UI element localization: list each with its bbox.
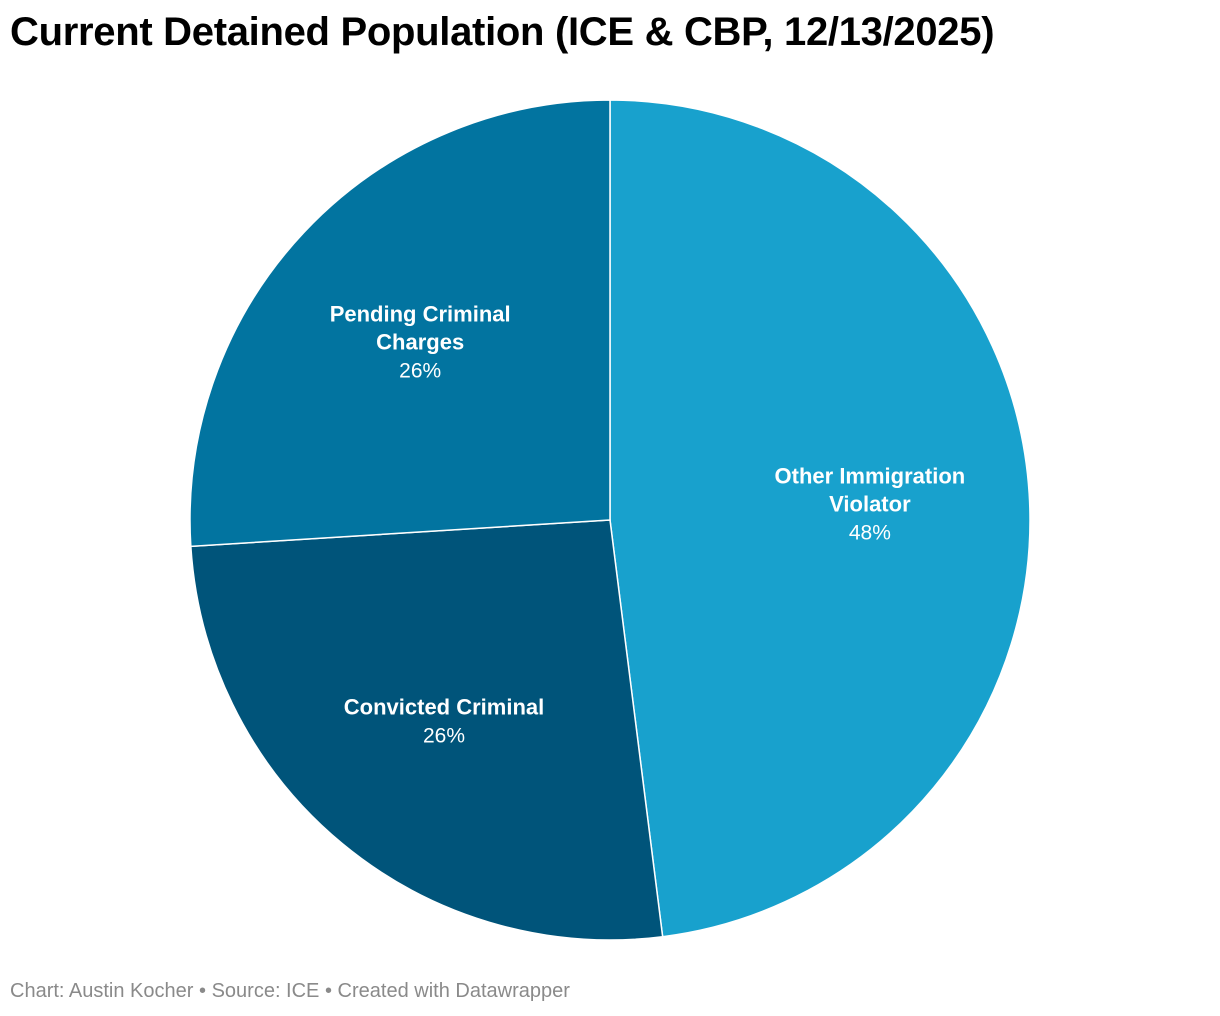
footer-source: Source: ICE: [211, 980, 320, 1002]
chart-footer: Chart: Austin Kocher • Source: ICE • Cre…: [10, 980, 570, 1003]
pie-slice-pending-criminal-charges: [189, 99, 611, 548]
chart-title: Current Detained Population (ICE & CBP, …: [10, 10, 995, 54]
slice-label-other-immigration-violator: Other Immigration Violator 48%: [775, 464, 966, 545]
footer-author: Chart: Austin Kocher: [10, 980, 194, 1002]
pie-labels: Other Immigration Violator 48% Convicted Cr…: [330, 302, 966, 748]
slice-label-value: 26%: [399, 360, 441, 383]
slice-label-name: Violator: [829, 492, 911, 517]
footer-separator: •: [199, 980, 207, 1002]
pie-slice-convicted-criminal: [190, 519, 664, 941]
slice-label-name: Other Immigration: [775, 464, 966, 489]
slice-label-name: Convicted Criminal: [344, 695, 544, 720]
pie-slice-other-immigration-violator: [609, 99, 1031, 938]
footer-credit: Created with Datawrapper: [337, 980, 570, 1002]
slice-label-pending-criminal-charges: Pending Criminal Charges 26%: [330, 302, 511, 383]
slice-label-value: 48%: [849, 522, 891, 545]
slice-label-convicted-criminal: Convicted Criminal 26%: [344, 695, 544, 748]
slice-label-name: Pending Criminal: [330, 302, 511, 327]
pie-slices: [189, 99, 1031, 941]
slice-label-value: 26%: [423, 725, 465, 748]
slice-label-name: Charges: [376, 330, 464, 355]
footer-separator: •: [324, 980, 332, 1002]
